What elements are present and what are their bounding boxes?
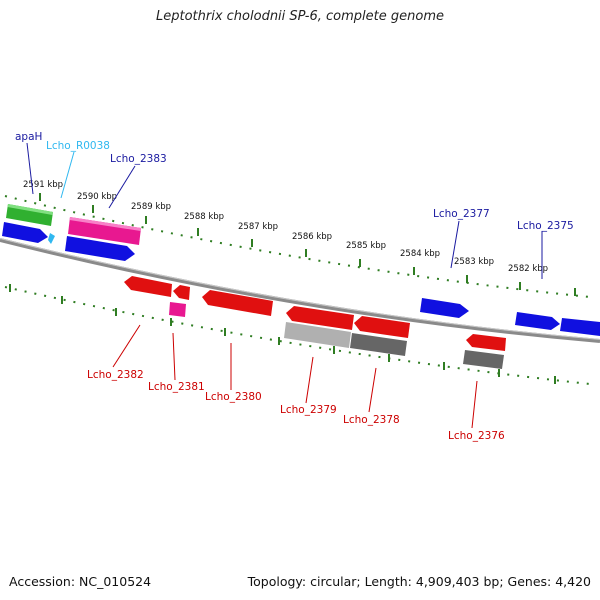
gene-features [2,204,600,369]
accession-text: Accession: NC_010524 [9,574,152,589]
scale-label: 2582 kbp [508,264,548,274]
gene-feature-gray-dark-2 [463,350,504,369]
gene-feature-lcho-2381 [169,302,186,317]
scale-label: 2585 kbp [346,241,386,251]
leader-lcho-2378 [368,367,377,413]
gene-label-lcho-2379: Lcho_2379 [280,404,337,416]
gene-feature-lcho-2378 [354,316,410,338]
tick-ring-outer [4,195,591,298]
scale-label: 2586 kbp [292,232,332,242]
scale-label: 2588 kbp [184,212,224,222]
gene-feature-lcho-r0038 [48,233,55,244]
scale-label: 2584 kbp [400,249,440,259]
scale-labels: 2591 kbp 2590 kbp 2589 kbp 2588 kbp 2587 kbp… [23,180,548,274]
scale-label: 2589 kbp [131,202,171,212]
gene-feature-gray-dark [350,333,407,356]
gene-feature-apah [6,204,53,226]
major-ticks [9,193,576,384]
gene-label-lcho-2380: Lcho_2380 [205,391,262,403]
gene-label-lcho-2383: Lcho_2383 [110,153,167,165]
gene-feature-blue-edge [560,318,600,336]
leader-lines [26,142,543,429]
gene-feature-blue-1 [2,222,48,243]
scale-label: 2590 kbp [77,192,117,202]
gene-feature-lcho-2382 [124,276,172,297]
gene-shade [7,204,53,215]
leader-lcho-2383 [108,165,136,209]
leader-lcho-2379 [305,356,314,404]
gene-label-lcho-2377: Lcho_2377 [433,208,490,220]
gene-label-apah: apaH [15,131,42,143]
gene-feature-lcho-2380 [202,290,273,316]
genome-backbone [0,238,600,343]
gene-feature-lcho-2376 [466,334,506,351]
gene-label-lcho-2382: Lcho_2382 [87,369,144,381]
leader-lcho-2377 [450,220,460,269]
gene-feature-red-small [173,285,190,300]
gene-shade [69,217,141,231]
genome-info-text: Topology: circular; Length: 4,909,403 bp… [247,574,591,589]
gene-label-lcho-2375: Lcho_2375 [517,220,574,232]
gene-feature-lcho-2383 [68,217,141,245]
gene-feature-lcho-2377 [420,298,469,318]
leader-lcho-r0038 [60,151,75,199]
leader-lcho-2381 [172,332,176,381]
scale-label: 2587 kbp [238,222,278,232]
leader-apah [26,142,34,195]
leader-lcho-2382 [112,324,141,368]
gene-feature-gray-light [284,322,351,348]
tick-ring-inner [4,286,591,385]
gene-feature-blue-2 [65,236,135,261]
map-title: Leptothrix cholodnii SP-6, complete geno… [156,9,444,24]
gene-label-lcho-2381: Lcho_2381 [148,381,205,393]
gene-label-lcho-r0038: Lcho_R0038 [46,140,110,152]
gene-labels: apaH Lcho_R0038 Lcho_2383 Lcho_2377 Lcho… [15,131,574,442]
gene-label-lcho-2376: Lcho_2376 [448,430,505,442]
gene-feature-lcho-2379 [286,306,354,330]
genome-backbone-highlight [0,238,600,340]
scale-label: 2591 kbp [23,180,63,190]
scale-label: 2583 kbp [454,257,494,267]
gene-feature-lcho-2375 [515,312,560,330]
gene-label-lcho-2378: Lcho_2378 [343,414,400,426]
leader-lcho-2376 [471,380,478,429]
